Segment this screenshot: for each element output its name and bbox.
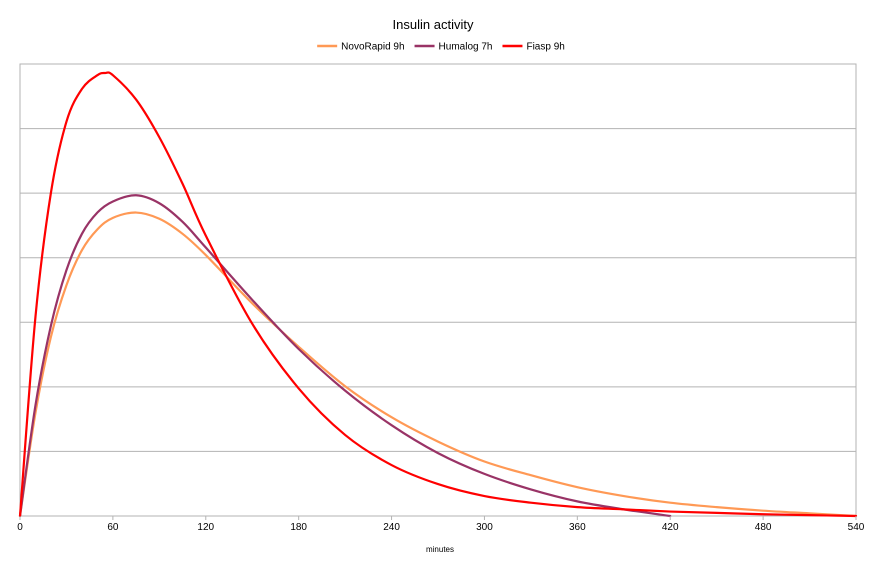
x-tick-label: 480 [755,522,772,533]
series-line-3 [18,71,858,518]
x-axis: 0 60 120 180 240 300 360 420 480 540 [17,516,865,533]
legend-label: Humalog 7h [439,42,493,53]
x-tick-label: 540 [848,522,865,533]
x-tick-label: 180 [290,522,307,533]
legend-label: NovoRapid 9h [341,42,404,53]
x-tick-label: 240 [383,522,400,533]
legend: NovoRapid 9h Humalog 7h Fiasp 9h [317,42,565,53]
x-tick-label: 300 [476,522,493,533]
plot-border [19,63,857,517]
x-tick-label: 360 [569,522,586,533]
series-layer [18,71,858,518]
x-tick-label: 0 [17,522,23,533]
x-tick-label: 60 [107,522,119,533]
x-tick-label: 420 [662,522,679,533]
plot-area [19,63,857,517]
grid [20,128,856,517]
x-tick-label: 120 [197,522,214,533]
legend-label: Fiasp 9h [526,42,564,53]
x-axis-label: minutes [426,545,454,554]
series-line-2 [18,194,672,518]
chart-title: Insulin activity [393,17,474,32]
